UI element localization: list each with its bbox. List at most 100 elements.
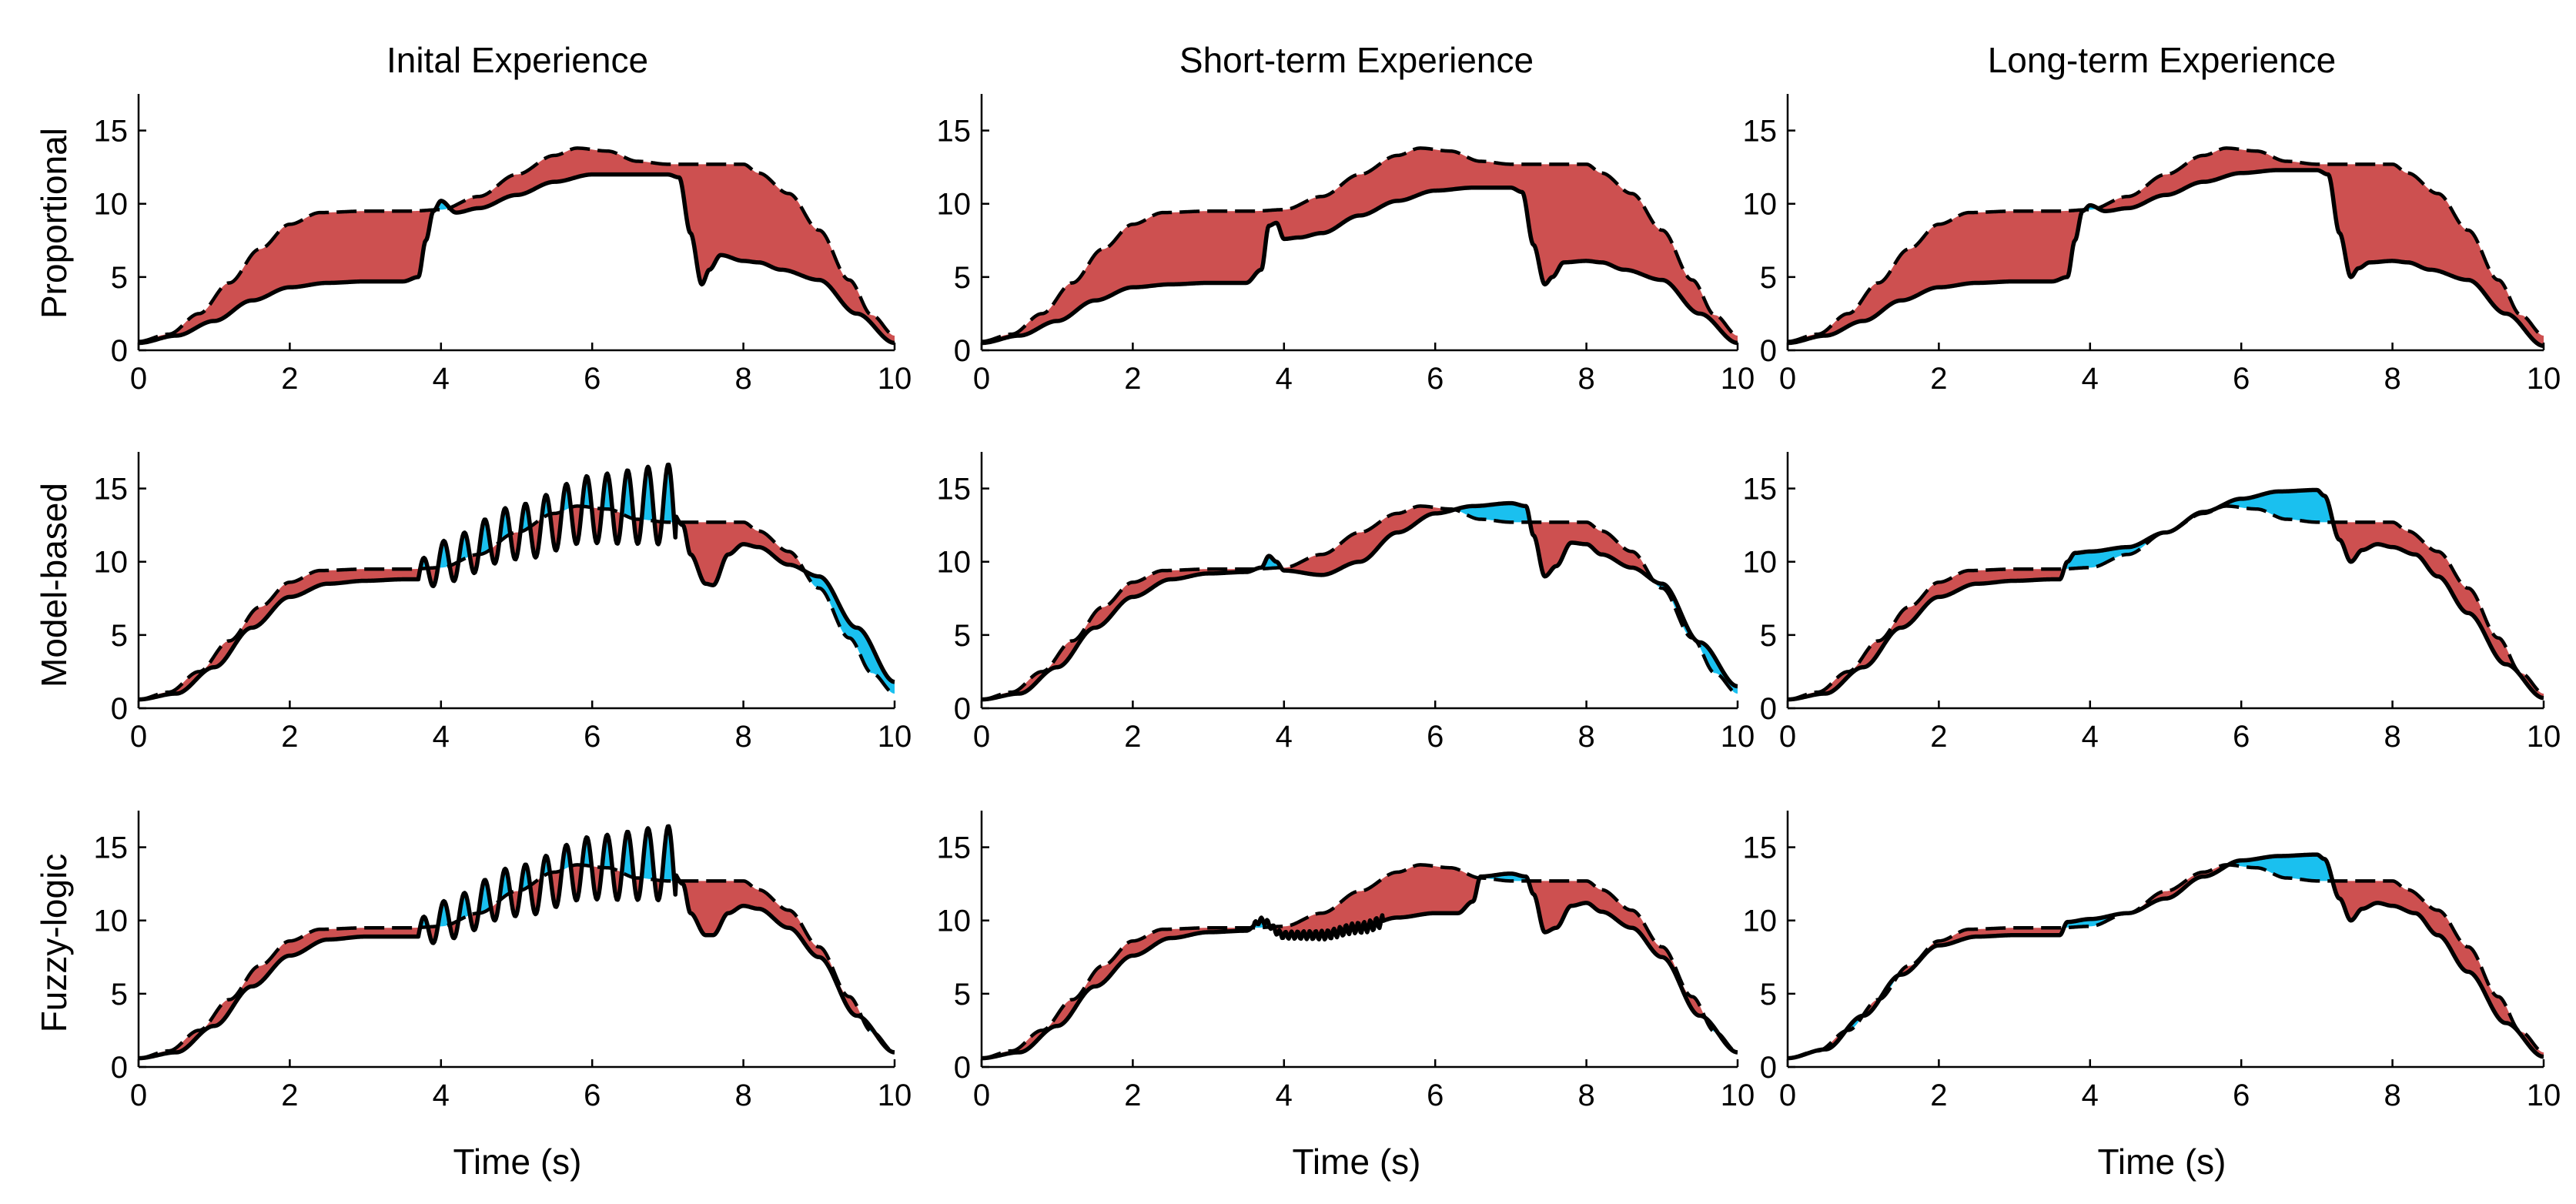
x-tick-label: 4 bbox=[2082, 720, 2099, 754]
y-tick-label: 15 bbox=[94, 831, 129, 865]
y-tick-label: 0 bbox=[1760, 1051, 1777, 1085]
reference-line bbox=[137, 863, 896, 1060]
y-tick-label: 5 bbox=[111, 619, 128, 653]
reference-line bbox=[980, 504, 1739, 701]
xlabel-short-term: Time (s) bbox=[1293, 1142, 1421, 1182]
x-tick-label: 6 bbox=[1427, 720, 1444, 754]
y-tick-label: 10 bbox=[94, 546, 129, 580]
x-tick-label: 10 bbox=[878, 362, 912, 396]
x-tick-label: 10 bbox=[2527, 1079, 2561, 1112]
x-tick-label: 0 bbox=[1779, 362, 1796, 396]
panel-fuzzy-logic-inital-experience: 0 2 4 6 8 10 0 5 10 15 bbox=[94, 811, 912, 1112]
shaded-region-undershoot bbox=[2333, 521, 2544, 698]
reference-line bbox=[1786, 146, 2545, 343]
y-tick-label: 0 bbox=[1760, 334, 1777, 368]
x-tick-label: 0 bbox=[973, 362, 990, 396]
x-tick-label: 2 bbox=[1124, 1079, 1141, 1112]
x-tick-label: 6 bbox=[2233, 362, 2250, 396]
y-tick-label: 10 bbox=[94, 188, 129, 222]
row-label-fuzzy-logic: Fuzzy-logic bbox=[34, 854, 74, 1033]
shaded-region-undershoot bbox=[530, 518, 541, 558]
response-line bbox=[980, 500, 1739, 702]
shaded-region-undershoot bbox=[2332, 878, 2544, 1057]
reference-line bbox=[137, 504, 896, 701]
shaded-region-overshoot bbox=[804, 570, 895, 694]
shaded-region-overshoot bbox=[2063, 532, 2165, 571]
response-line bbox=[137, 172, 896, 346]
y-tick-label: 10 bbox=[937, 905, 972, 938]
y-tick-label: 15 bbox=[94, 115, 129, 149]
reference-line bbox=[980, 146, 1739, 343]
column-title-initial: Inital Experience bbox=[386, 40, 648, 80]
y-tick-label: 5 bbox=[954, 619, 971, 653]
x-tick-label: 0 bbox=[130, 720, 147, 754]
response-line bbox=[137, 824, 896, 1061]
y-tick-label: 15 bbox=[1743, 115, 1778, 149]
y-tick-label: 0 bbox=[954, 334, 971, 368]
xlabel-long-term: Time (s) bbox=[2098, 1142, 2226, 1182]
reference-line bbox=[1786, 504, 2545, 701]
y-tick-label: 10 bbox=[1743, 905, 1778, 938]
x-tick-label: 4 bbox=[1276, 362, 1293, 396]
response-line bbox=[1786, 487, 2545, 702]
shaded-region-undershoot bbox=[679, 521, 805, 586]
y-tick-label: 10 bbox=[94, 905, 129, 938]
x-tick-label: 8 bbox=[2384, 1079, 2400, 1112]
x-tick-label: 6 bbox=[2233, 720, 2250, 754]
panel-proportional-long-term-experience: 0 2 4 6 8 10 0 5 10 15 bbox=[1743, 94, 2561, 396]
y-tick-label: 15 bbox=[94, 473, 129, 507]
y-tick-label: 10 bbox=[937, 546, 972, 580]
y-tick-label: 5 bbox=[1760, 261, 1777, 295]
shaded-region-undershoot bbox=[530, 877, 541, 915]
x-tick-label: 8 bbox=[734, 1079, 751, 1112]
response-line bbox=[1786, 852, 2545, 1061]
x-tick-label: 8 bbox=[734, 720, 751, 754]
x-tick-label: 4 bbox=[433, 362, 450, 396]
shaded-region-overshoot bbox=[2166, 490, 2333, 533]
panel-fuzzy-logic-short-term-experience: 0 2 4 6 8 10 0 5 10 15 bbox=[937, 811, 1755, 1112]
y-tick-label: 10 bbox=[937, 188, 972, 222]
shaded-region-undershoot bbox=[1897, 928, 2064, 977]
column-title-long-term: Long-term Experience bbox=[1988, 40, 2337, 80]
response-line bbox=[1786, 168, 2545, 349]
x-tick-label: 8 bbox=[734, 362, 751, 396]
shaded-region-undershoot bbox=[139, 927, 420, 1059]
x-tick-label: 6 bbox=[584, 1079, 601, 1112]
y-tick-label: 0 bbox=[111, 1051, 128, 1085]
x-tick-label: 0 bbox=[130, 362, 147, 396]
x-tick-label: 2 bbox=[1124, 720, 1141, 754]
panel-fuzzy-logic-long-term-experience: 0 2 4 6 8 10 0 5 10 15 bbox=[1743, 811, 2561, 1112]
shaded-region-undershoot bbox=[139, 209, 435, 343]
x-tick-label: 6 bbox=[1427, 362, 1444, 396]
y-tick-label: 15 bbox=[937, 831, 972, 865]
x-tick-label: 10 bbox=[2527, 720, 2561, 754]
shaded-region-undershoot bbox=[1280, 506, 1454, 575]
x-tick-label: 0 bbox=[130, 1079, 147, 1112]
x-tick-label: 0 bbox=[1779, 720, 1796, 754]
y-tick-label: 5 bbox=[111, 978, 128, 1012]
x-tick-label: 8 bbox=[1577, 1079, 1594, 1112]
shaded-region-undershoot bbox=[1527, 879, 1705, 1018]
shaded-region-undershoot bbox=[449, 148, 895, 343]
panel-proportional-short-term-experience: 0 2 4 6 8 10 0 5 10 15 bbox=[937, 94, 1755, 396]
x-tick-label: 4 bbox=[2082, 362, 2099, 396]
y-tick-label: 10 bbox=[1743, 188, 1778, 222]
shaded-region-overshoot bbox=[1254, 556, 1280, 570]
shaded-region-undershoot bbox=[1273, 865, 1479, 940]
shaded-region-undershoot bbox=[1788, 209, 2085, 343]
x-tick-label: 6 bbox=[2233, 1079, 2250, 1112]
x-tick-label: 4 bbox=[2082, 1079, 2099, 1112]
shaded-region-undershoot bbox=[982, 928, 1251, 1059]
x-tick-label: 10 bbox=[878, 1079, 912, 1112]
x-tick-label: 8 bbox=[1577, 362, 1594, 396]
y-tick-label: 5 bbox=[954, 978, 971, 1012]
x-tick-label: 2 bbox=[281, 720, 298, 754]
y-tick-label: 0 bbox=[954, 1051, 971, 1085]
shaded-region-undershoot bbox=[982, 148, 1738, 343]
response-line bbox=[137, 462, 896, 702]
y-tick-label: 0 bbox=[1760, 692, 1777, 726]
y-tick-label: 15 bbox=[1743, 473, 1778, 507]
response-line bbox=[980, 186, 1739, 346]
x-tick-label: 10 bbox=[1721, 1079, 1755, 1112]
reference-line bbox=[137, 146, 896, 343]
